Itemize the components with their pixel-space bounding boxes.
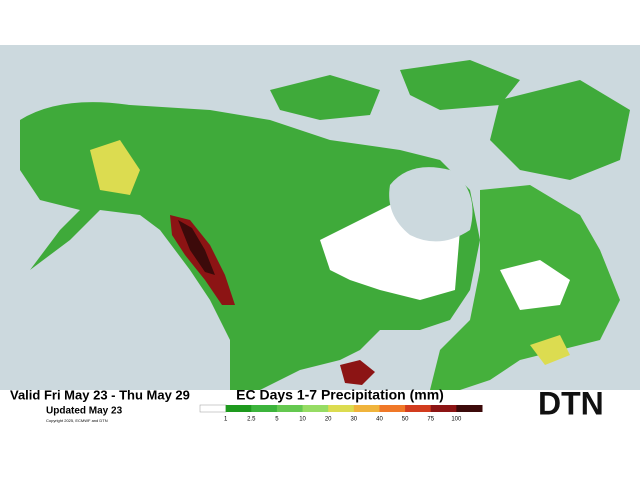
logo: DTN — [538, 385, 604, 421]
colorbar-label: 50 — [402, 417, 409, 423]
map — [0, 45, 640, 390]
dry-area-east — [500, 260, 570, 310]
updated-text: Updated May 23 — [46, 406, 123, 417]
colorbar-swatch — [276, 405, 304, 412]
copyright-text: Copyright 2025, ECMWF and DTN — [46, 418, 108, 423]
moderate-rain — [530, 335, 570, 365]
colorbar-swatch — [199, 404, 227, 413]
colorbar-label: 20 — [325, 417, 332, 423]
colorbar-swatch — [353, 405, 380, 412]
island — [400, 60, 520, 110]
colorbar-label: 40 — [376, 417, 383, 423]
heavy-rain — [340, 360, 375, 385]
bay — [389, 167, 473, 242]
moderate-rain — [90, 140, 140, 195]
colorbar-swatch — [302, 405, 329, 412]
colorbar-swatch — [405, 405, 432, 412]
colorbar-label: 10 — [299, 417, 306, 423]
colorbar: 1 2.5 5 10 20 30 40 50 75 100 — [199, 404, 483, 423]
heavy-rain-core — [178, 220, 215, 275]
island — [490, 80, 630, 180]
colorbar-swatch — [251, 405, 278, 412]
colorbar-label: 100 — [451, 417, 462, 423]
colorbar-swatch — [379, 405, 406, 412]
colorbar-swatch — [328, 405, 355, 412]
colorbar-swatch — [456, 405, 483, 412]
island — [270, 75, 380, 120]
colorbar-label: 30 — [350, 417, 357, 423]
valid-text: Valid Fri May 23 - Thu May 29 — [10, 387, 190, 402]
colorbar-label: 75 — [427, 417, 434, 423]
colorbar-swatch — [430, 405, 457, 412]
colorbar-label: 2.5 — [247, 417, 256, 423]
colorbar-swatch — [225, 405, 252, 412]
colorbar-label: 5 — [275, 417, 279, 423]
colorbar-label: 1 — [224, 417, 228, 423]
legend-title: EC Days 1-7 Precipitation (mm) — [236, 387, 444, 403]
